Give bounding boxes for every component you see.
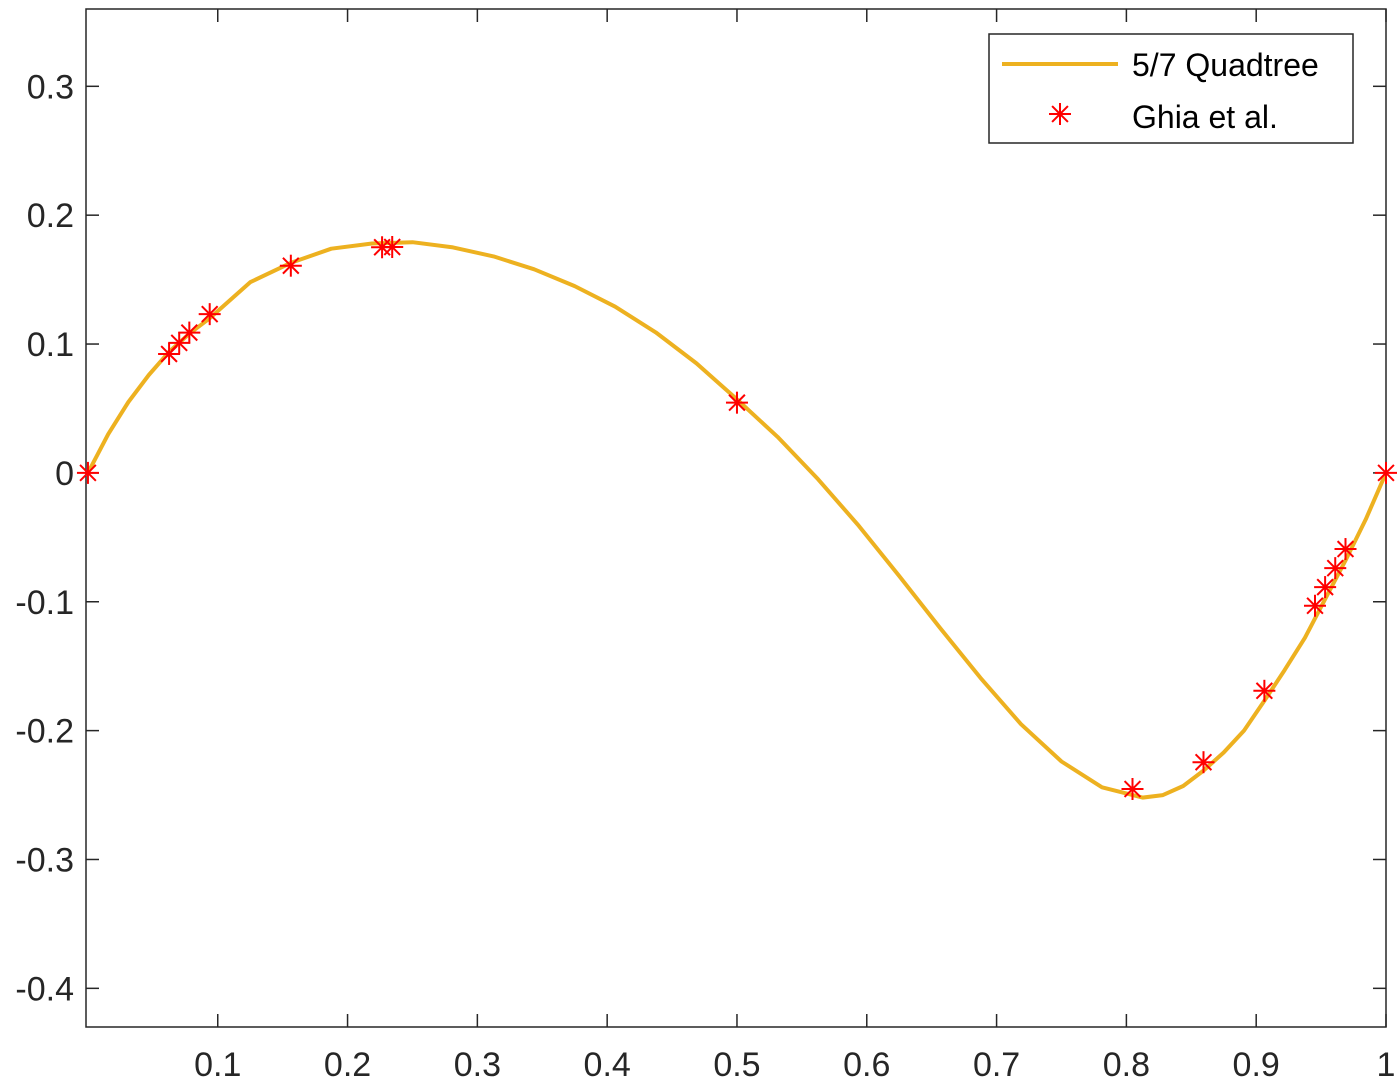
data-point-marker: [381, 236, 404, 259]
series-line-5-7-quadtree: [85, 240, 1388, 800]
marker-stroke: [1336, 540, 1355, 558]
x-axis: 0.1 0.2 0.3 0.4 0.5 0.6 0.7 0.8 0.9 1: [194, 9, 1395, 1084]
y-tick-label: 0: [55, 455, 74, 493]
y-tick-label: 0.2: [27, 197, 74, 235]
data-point-marker: [1334, 538, 1357, 561]
marker-stroke: [383, 238, 401, 256]
y-tick-label: -0.1: [15, 584, 74, 622]
y-tick-label: 0.1: [27, 326, 74, 364]
data-point-marker: [279, 254, 302, 277]
legend-box: [988, 33, 1354, 144]
x-tick-label: 0.8: [1103, 1046, 1150, 1084]
x-tick-label: 0.9: [1233, 1046, 1280, 1084]
marker-stroke: [1316, 578, 1334, 596]
marker-stroke: [1255, 682, 1273, 700]
legend-label-ghia: Ghia et al.: [1132, 99, 1278, 135]
data-point-marker: [178, 321, 201, 344]
marker-stroke: [728, 394, 746, 412]
x-tick-label: 0.2: [324, 1046, 371, 1084]
x-tick-label: 1: [1377, 1046, 1396, 1084]
y-tick-label: 0.3: [27, 68, 74, 106]
marker-stroke: [282, 257, 300, 275]
data-point-marker: [1121, 777, 1144, 800]
marker-stroke: [1306, 597, 1324, 615]
x-tick-label: 0.5: [713, 1046, 760, 1084]
plot-area: [85, 8, 1387, 1028]
marker-stroke: [1194, 753, 1213, 771]
marker-stroke: [1377, 464, 1395, 482]
data-point-marker: [1192, 751, 1215, 774]
data-point-marker: [1314, 576, 1337, 599]
y-tick-label: -0.2: [15, 713, 74, 751]
x-tick-label: 0.1: [194, 1046, 241, 1084]
y-tick-label: -0.4: [15, 970, 74, 1008]
marker-stroke: [201, 305, 219, 323]
x-tick-label: 0.4: [584, 1046, 631, 1084]
data-point-marker: [1253, 679, 1276, 702]
data-point-marker: [198, 303, 221, 326]
y-tick-label: -0.3: [15, 841, 74, 879]
marker-stroke: [1123, 780, 1142, 798]
data-point-marker: [1375, 461, 1397, 484]
legend-marker-glyph: [1049, 103, 1071, 125]
y-axis: 0.3 0.2 0.1 0 -0.1 -0.2 -0.3 -0.4: [15, 68, 1386, 1008]
data-point-marker: [1324, 557, 1347, 580]
data-point-marker: [1303, 594, 1326, 617]
legend: 5/7 Quadtree Ghia et al.: [988, 33, 1354, 144]
data-point-marker: [725, 391, 748, 414]
data-point-marker: [76, 461, 99, 484]
legend-label-quadtree: 5/7 Quadtree: [1132, 47, 1319, 83]
series-markers-ghia: [76, 236, 1397, 800]
x-tick-label: 0.6: [843, 1046, 890, 1084]
legend-marker-swatch: [1049, 103, 1071, 125]
x-tick-label: 0.7: [973, 1046, 1020, 1084]
x-tick-label: 0.3: [454, 1046, 501, 1084]
marker-stroke: [79, 464, 97, 482]
marker-stroke: [180, 323, 198, 342]
marker-stroke: [1326, 559, 1344, 577]
marker-stroke: [1051, 105, 1069, 123]
